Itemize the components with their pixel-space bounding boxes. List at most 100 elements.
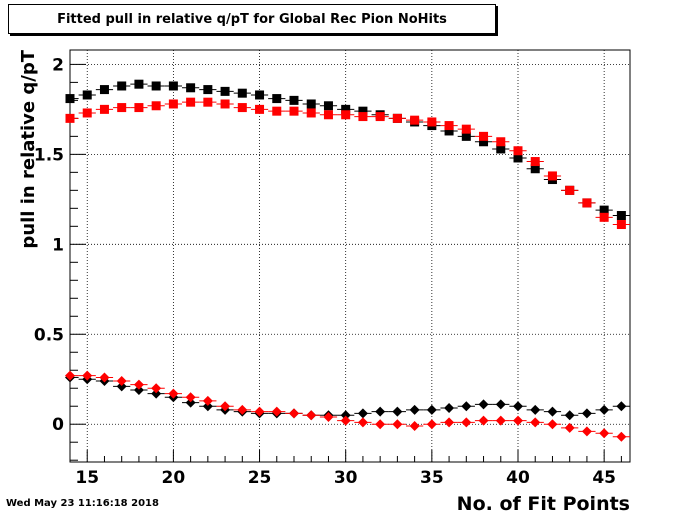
data-point-square	[99, 104, 109, 114]
data-point-diamond	[99, 372, 110, 383]
data-point-diamond	[444, 417, 455, 428]
data-point-square	[496, 137, 506, 147]
data-point-diamond	[564, 422, 575, 433]
data-point-diamond	[116, 381, 127, 392]
data-point-square	[444, 121, 454, 131]
data-point-diamond	[616, 431, 627, 442]
y-tick-label: 0	[52, 415, 64, 435]
data-point-square	[461, 131, 471, 141]
data-point-square	[479, 137, 489, 147]
data-point-square	[496, 144, 506, 154]
data-point-square	[461, 124, 471, 134]
data-point-diamond	[375, 406, 386, 417]
data-point-square	[255, 104, 265, 114]
data-point-diamond	[323, 412, 334, 423]
data-point-square	[375, 112, 385, 122]
data-point-square	[65, 113, 75, 123]
data-point-diamond	[495, 415, 506, 426]
data-point-square	[616, 220, 626, 230]
data-point-diamond	[547, 419, 558, 430]
data-point-square	[151, 101, 161, 111]
data-point-square	[306, 108, 316, 118]
x-tick-label: 15	[75, 468, 99, 488]
data-point-square	[599, 212, 609, 222]
x-tick-label: 40	[506, 468, 530, 488]
x-tick-label: 20	[162, 468, 186, 488]
data-point-diamond	[409, 421, 420, 432]
grid-lines	[70, 50, 630, 462]
data-point-diamond	[530, 404, 541, 415]
data-point-diamond	[461, 401, 472, 412]
data-point-square	[186, 83, 196, 93]
data-point-diamond	[581, 426, 592, 437]
data-point-diamond	[530, 417, 541, 428]
data-point-square	[82, 108, 92, 118]
data-point-square	[237, 103, 247, 113]
data-point-diamond	[581, 408, 592, 419]
data-point-diamond	[271, 406, 282, 417]
chart-title-box: Fitted pull in relative q/pT for Global …	[8, 4, 496, 34]
data-point-square	[392, 113, 402, 123]
data-point-square	[444, 126, 454, 136]
data-point-square	[203, 85, 213, 95]
data-point-diamond	[306, 410, 317, 421]
data-point-diamond	[237, 404, 248, 415]
data-point-square	[530, 157, 540, 167]
data-point-diamond	[426, 404, 437, 415]
data-point-diamond	[220, 401, 231, 412]
data-point-square	[513, 153, 523, 163]
data-point-square	[289, 95, 299, 105]
data-point-diamond	[340, 415, 351, 426]
data-point-diamond	[392, 419, 403, 430]
data-point-diamond	[202, 395, 213, 406]
data-point-square	[117, 81, 127, 91]
data-point-square	[220, 86, 230, 96]
data-point-square	[565, 185, 575, 195]
data-point-diamond	[65, 370, 75, 381]
data-point-diamond	[392, 406, 403, 417]
data-point-diamond	[564, 410, 575, 421]
data-point-diamond	[116, 376, 127, 387]
data-point-diamond	[616, 401, 627, 412]
data-point-diamond	[478, 415, 489, 426]
data-point-square	[65, 94, 75, 104]
data-point-square	[599, 205, 609, 215]
data-point-diamond	[133, 379, 144, 390]
data-point-square	[530, 164, 540, 174]
data-point-diamond	[495, 399, 506, 410]
x-tick-label: 45	[592, 468, 616, 488]
data-point-square	[134, 103, 144, 113]
tick-labels: 15 20 25 30 35 40 45 0 0.5 1 1.5 2	[34, 55, 616, 488]
data-point-square	[117, 103, 127, 113]
data-point-diamond	[409, 404, 420, 415]
data-point-square	[272, 106, 282, 116]
data-point-square	[220, 99, 230, 109]
data-point-square	[479, 131, 489, 141]
data-point-square	[358, 106, 368, 116]
data-point-square	[616, 211, 626, 221]
data-point-square	[99, 85, 109, 95]
data-point-diamond	[82, 370, 93, 381]
x-axis-label: No. of Fit Points	[457, 493, 630, 514]
data-point-diamond	[444, 403, 455, 414]
data-point-diamond	[202, 401, 213, 412]
y-tick-label: 1.5	[34, 145, 64, 165]
data-point-square	[547, 171, 557, 181]
data-marks	[65, 79, 630, 442]
x-tick-label: 30	[334, 468, 358, 488]
data-point-square	[341, 110, 351, 120]
data-point-diamond	[151, 383, 162, 394]
data-point-diamond	[185, 392, 196, 403]
data-point-diamond	[289, 408, 299, 419]
chart-title: Fitted pull in relative q/pT for Global …	[57, 12, 447, 27]
data-point-diamond	[375, 419, 386, 430]
data-point-square	[289, 106, 299, 116]
data-point-diamond	[478, 399, 489, 410]
data-point-diamond	[599, 404, 610, 415]
data-point-square	[513, 146, 523, 156]
data-point-diamond	[357, 408, 368, 419]
plot-frame	[69, 49, 631, 463]
data-point-diamond	[513, 401, 523, 412]
data-point-square	[186, 97, 196, 107]
data-point-diamond	[547, 406, 558, 417]
